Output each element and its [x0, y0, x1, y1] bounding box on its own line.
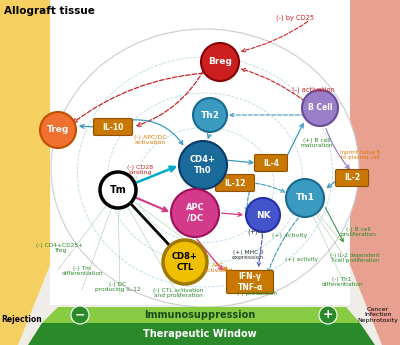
Circle shape	[171, 189, 219, 237]
Circle shape	[71, 306, 89, 324]
Text: Therapeutic Window: Therapeutic Window	[143, 329, 257, 339]
Text: Cancer
Infection
Nephrotoxity: Cancer Infection Nephrotoxity	[358, 307, 398, 323]
Text: (+) activity: (+) activity	[272, 233, 308, 237]
Circle shape	[246, 198, 280, 232]
Circle shape	[179, 141, 227, 189]
Circle shape	[100, 172, 136, 208]
Text: (+) MHC II
expression: (+) MHC II expression	[232, 249, 264, 260]
Ellipse shape	[51, 29, 359, 307]
Text: (-) CD28
binding: (-) CD28 binding	[127, 165, 153, 175]
Text: (+/-): (+/-)	[247, 229, 263, 235]
Text: +: +	[323, 308, 333, 322]
Text: Treg: Treg	[47, 126, 69, 135]
Text: (-) B cell
proliferation: (-) B cell proliferation	[340, 227, 376, 237]
Text: (-) Tm
differentiation: (-) Tm differentiation	[61, 266, 103, 276]
Text: IL-12: IL-12	[224, 178, 246, 187]
Polygon shape	[50, 0, 350, 305]
Text: Th1: Th1	[296, 194, 314, 203]
Text: (+) B cell
maturation: (+) B cell maturation	[301, 138, 333, 148]
FancyBboxPatch shape	[94, 118, 132, 136]
Text: (-) by CD25: (-) by CD25	[276, 15, 314, 21]
Text: Breg: Breg	[208, 58, 232, 67]
Circle shape	[319, 306, 337, 324]
Text: −: −	[75, 308, 85, 322]
Polygon shape	[28, 323, 375, 345]
FancyBboxPatch shape	[254, 155, 288, 171]
Text: (-) IL-2 dependent
T-cell proliferation: (-) IL-2 dependent T-cell proliferation	[330, 253, 380, 263]
Text: (-) CTL activation
and proliferation: (-) CTL activation and proliferation	[153, 288, 203, 298]
Text: (-) activation: (-) activation	[292, 87, 334, 93]
Polygon shape	[42, 307, 360, 323]
Polygon shape	[350, 0, 400, 345]
Circle shape	[201, 43, 239, 81]
Text: (-) production: (-) production	[237, 290, 277, 296]
Text: IFN-γ
TNF-α: IFN-γ TNF-α	[237, 272, 263, 292]
Text: IL-2: IL-2	[344, 174, 360, 183]
Text: (-) CD4+CD25+
Treg: (-) CD4+CD25+ Treg	[36, 243, 84, 253]
Text: (+) activity: (+) activity	[286, 257, 318, 263]
Text: Tm: Tm	[110, 185, 126, 195]
Text: Rejection: Rejection	[2, 315, 42, 325]
FancyBboxPatch shape	[336, 169, 368, 187]
Text: IL-4: IL-4	[263, 158, 279, 168]
Text: (-) Th1
differentiation: (-) Th1 differentiation	[321, 277, 363, 287]
Text: inprint naïve B
to plasma cell: inprint naïve B to plasma cell	[340, 150, 380, 160]
Text: (-) DC
producing IL-12: (-) DC producing IL-12	[95, 282, 141, 293]
Circle shape	[40, 112, 76, 148]
Text: CD4+
Th0: CD4+ Th0	[190, 155, 216, 175]
Text: (-) APC/DC
activation: (-) APC/DC activation	[134, 135, 166, 145]
Text: B Cell: B Cell	[308, 104, 332, 112]
Circle shape	[163, 240, 207, 284]
Polygon shape	[0, 0, 50, 345]
FancyBboxPatch shape	[226, 270, 274, 294]
Text: CD8+
CTL: CD8+ CTL	[172, 252, 198, 272]
Circle shape	[193, 98, 227, 132]
Circle shape	[286, 179, 324, 217]
Circle shape	[302, 90, 338, 126]
Text: Immunosuppression: Immunosuppression	[144, 310, 256, 320]
Text: APC
activated: APC activated	[203, 263, 233, 273]
Text: Th2: Th2	[200, 110, 220, 119]
FancyBboxPatch shape	[216, 175, 254, 191]
Text: IL-10: IL-10	[102, 122, 124, 131]
Text: NK: NK	[256, 210, 270, 219]
Text: Allograft tissue: Allograft tissue	[4, 6, 95, 16]
Text: APC
/DC: APC /DC	[186, 203, 204, 223]
